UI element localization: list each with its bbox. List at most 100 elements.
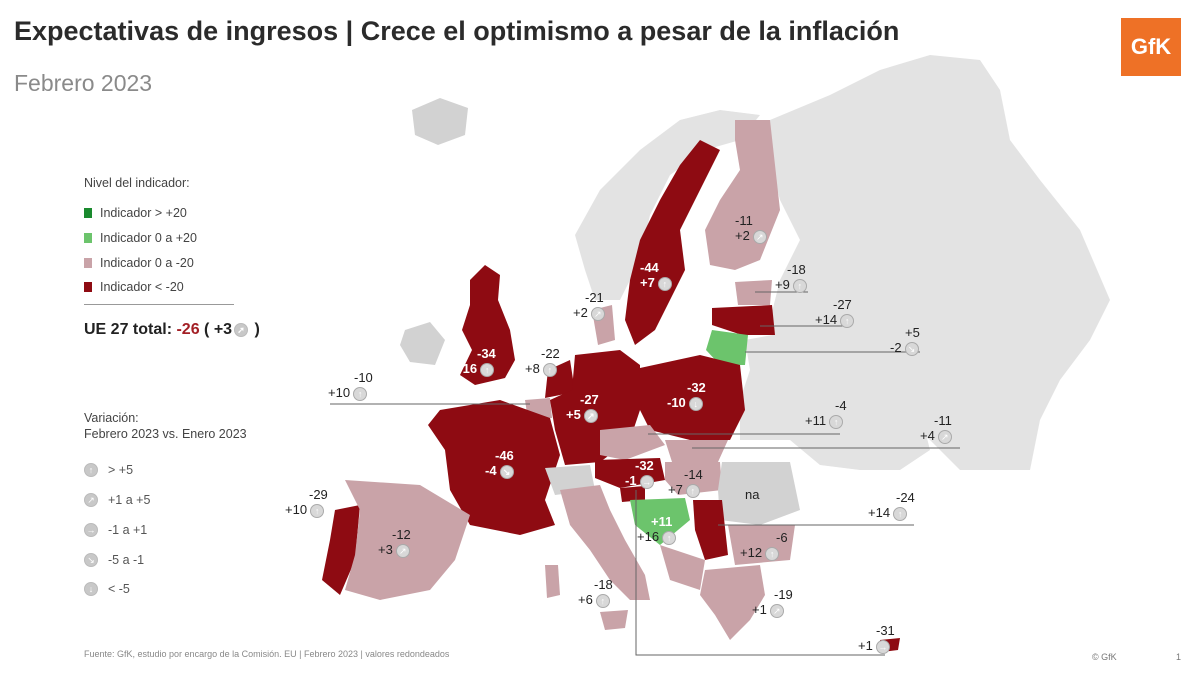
country-label-portugal: -29 +10 ↑	[285, 487, 328, 518]
arrow-icon: ↗	[752, 229, 767, 244]
serbia-region	[693, 500, 728, 560]
copyright: © GfK	[1092, 652, 1117, 662]
country-label-netherlands: -22 +8 ↑	[525, 346, 560, 377]
variation-label: -5 a -1	[108, 553, 145, 567]
country-label-germany: -27 +5 ↗	[566, 392, 599, 423]
legend-label: Indicador > +20	[100, 206, 187, 220]
spain-region	[345, 480, 470, 600]
country-label-bulgaria: -6 +12 ↑	[740, 530, 788, 561]
arrow-icon: ↑	[480, 362, 495, 377]
country-label-poland: -32 -10 ↓	[667, 380, 706, 411]
country-label-cyprus: -31 +1 →	[858, 623, 895, 654]
variation-item: ↑ > +5	[84, 463, 133, 477]
legend-label: Indicador < -20	[100, 280, 184, 294]
arrow-icon: ↗	[583, 408, 598, 423]
variation-item: ↓ < -5	[84, 582, 130, 596]
country-label-lithuania: +5 -2 ↘	[890, 325, 920, 356]
legend-title: Nivel del indicador:	[84, 176, 190, 190]
arrow-icon: ↗	[395, 543, 410, 558]
country-label-serbia: -24 +14 ↑	[868, 490, 915, 521]
arrow-icon: ↑	[765, 546, 780, 561]
country-label-ireland: -34 +16 ↑	[455, 346, 496, 377]
sweden-region	[625, 140, 720, 345]
slovenia-region	[620, 486, 645, 502]
legend-item: Indicador 0 a +20	[84, 231, 197, 245]
romania-region	[718, 462, 800, 525]
arrow-icon: ↗	[769, 603, 784, 618]
variation-label: -1 a +1	[108, 523, 148, 537]
variation-label: > +5	[108, 463, 134, 477]
arrow-icon: ↗	[590, 306, 605, 321]
arrow-icon: ↑	[542, 362, 557, 377]
eu-total-value: -26	[176, 321, 200, 338]
lithuania-region	[706, 330, 748, 365]
country-label-estonia: -18 +9 ↑	[775, 262, 807, 293]
eu-total-change: ( +3	[199, 321, 233, 338]
legend-swatch	[84, 233, 92, 243]
legend-swatch	[84, 258, 92, 268]
arrow-icon: ↑	[893, 506, 908, 521]
arrow-icon: ↑	[685, 483, 700, 498]
legend-item: Indicador < -20	[84, 280, 184, 294]
variation-label: +1 a +5	[108, 493, 151, 507]
variation-title-line2: Febrero 2023 vs. Enero 2023	[84, 427, 247, 441]
page-number: 1	[1176, 652, 1182, 662]
legend-item: Indicador > +20	[84, 206, 187, 220]
country-label-sweden: -44 +7 ↑	[640, 260, 672, 291]
eu-total: UE 27 total: -26 ( +3 ➚ )	[84, 321, 260, 339]
sardinia-region	[545, 565, 560, 598]
country-label-latvia: -27 +14 ↑	[815, 297, 855, 328]
arrow-icon: ↘	[499, 464, 514, 479]
croatia-region	[630, 498, 690, 545]
italy-region	[560, 485, 650, 600]
portugal-region	[322, 505, 360, 595]
country-label-czechia: -4 +11 ↑	[805, 398, 847, 429]
arrow-icon: ↑	[657, 276, 672, 291]
page-title: Expectativas de ingresos | Crece el opti…	[14, 16, 900, 46]
sicily-region	[600, 610, 628, 630]
leader-lines	[330, 291, 960, 656]
eu-total-prefix: UE 27 total:	[84, 321, 177, 338]
hungary-region	[665, 462, 722, 495]
source-note: Fuente: GfK, estudio por encargo de la C…	[84, 649, 450, 659]
country-label-spain: -12 +3 ↗	[378, 527, 411, 558]
country-label-croatia: +11 +16 ↑	[637, 514, 677, 545]
norway-region	[575, 110, 760, 300]
country-label-romania: na	[745, 487, 760, 502]
variation-item: ↗ +1 a +5	[84, 493, 150, 507]
gfk-logo: GfK	[1121, 18, 1181, 76]
eu-total-suffix: )	[250, 321, 260, 338]
arrow-down-right-icon: ↘	[84, 553, 98, 567]
ireland-region	[400, 322, 445, 365]
greece-region	[700, 565, 765, 640]
slovakia-region	[665, 440, 728, 462]
country-label-denmark: -21 +2 ↗	[573, 290, 605, 321]
arrow-icon: ↗	[937, 429, 952, 444]
arrow-icon: ↑	[353, 386, 368, 401]
legend-swatch	[84, 208, 92, 218]
arrow-icon: ↑	[840, 313, 855, 328]
france-region	[428, 400, 560, 535]
country-label-finland: -11 +2 ↗	[735, 213, 767, 244]
iceland-region	[412, 98, 468, 145]
variation-label: < -5	[108, 582, 130, 596]
arrow-up-right-icon: ↗	[84, 493, 98, 507]
arrow-icon: →	[639, 474, 654, 489]
country-label-austria: -32 -1 →	[625, 458, 654, 489]
russia-region	[770, 55, 1110, 470]
uk-region	[460, 265, 515, 385]
country-label-belgium: -10 +10 ↑	[328, 370, 373, 401]
arrow-icon: ↑	[662, 530, 677, 545]
legend-item: Indicador 0 a -20	[84, 256, 194, 270]
legend-label: Indicador 0 a -20	[100, 256, 194, 270]
arrow-icon: ↑	[792, 278, 807, 293]
page-subtitle: Febrero 2023	[14, 70, 153, 96]
arrow-icon: →	[875, 639, 890, 654]
balkans-west-region	[660, 545, 705, 590]
arrow-right-icon: →	[84, 523, 98, 537]
estonia-region	[735, 280, 772, 305]
belarus-ukraine-region	[740, 330, 930, 470]
country-label-hungary: -14 +7 ↑	[668, 467, 703, 498]
variation-item: ↘ -5 a -1	[84, 553, 144, 567]
